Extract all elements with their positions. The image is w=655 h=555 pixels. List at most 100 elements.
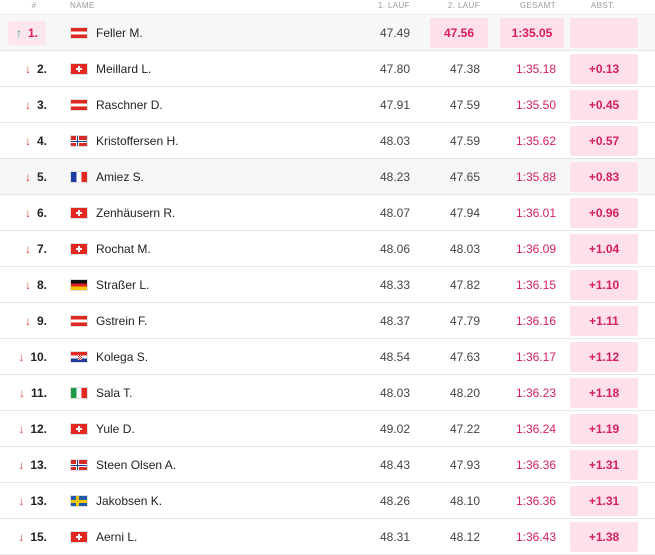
table-row[interactable]: ↓ 2. Meillard L. 47.80 47.38 1:35.18 +0.13 — [0, 51, 655, 87]
rank-cell: ↓ 4. — [0, 129, 47, 153]
total-time: 1:35.88 — [515, 170, 556, 184]
rank-cell: ↑ 1. — [8, 21, 46, 45]
rank-number: 3. — [36, 98, 47, 112]
table-row[interactable]: ↓ 15. Aerni L. 48.31 48.12 1:36.43 +1.38 — [0, 519, 655, 555]
arrow-down-icon: ↓ — [18, 458, 25, 472]
table-row[interactable]: ↓ 13. Steen Olsen A. 48.43 47.93 1:36.36 +1.31 — [0, 447, 655, 483]
table-row[interactable]: ↓ 10. Kolega S. 48.54 47.63 1:36.17 +1.12 — [0, 339, 655, 375]
athlete-name: Rochat M. — [96, 242, 151, 256]
rank-number: 2. — [36, 62, 47, 76]
gap-badge: +0.13 — [570, 54, 638, 84]
flag-aut-icon — [70, 315, 88, 327]
table-row[interactable]: ↓ 4. Kristoffersen H. 48.03 47.59 1:35.62 +0.5… — [0, 123, 655, 159]
table-row[interactable]: ↓ 7. Rochat M. 48.06 48.03 1:36.09 +1.04 — [0, 231, 655, 267]
total-time: 1:36.24 — [515, 422, 556, 436]
run2-time: 47.63 — [449, 350, 480, 364]
arrow-down-icon: ↓ — [18, 530, 25, 544]
gap-badge: +1.31 — [570, 450, 638, 480]
table-row[interactable]: ↓ 8. Straßer L. 48.33 47.82 1:36.15 +1.10 — [0, 267, 655, 303]
header-run2: 2. LAUF — [447, 1, 480, 10]
rank-cell: ↓ 5. — [0, 165, 47, 189]
arrow-down-icon: ↓ — [18, 350, 25, 364]
total-time: 1:36.15 — [515, 278, 556, 292]
table-row[interactable]: ↓ 5. Amiez S. 48.23 47.65 1:35.88 +0.83 — [0, 159, 655, 195]
rank-number: 8. — [36, 278, 47, 292]
table-row[interactable]: ↓ 11. Sala T. 48.03 48.20 1:36.23 +1.18 — [0, 375, 655, 411]
arrow-down-icon: ↓ — [24, 206, 31, 220]
run1-time: 48.26 — [379, 494, 410, 508]
run1-time: 48.37 — [379, 314, 410, 328]
total-time: 1:36.43 — [515, 530, 556, 544]
run2-time: 47.22 — [449, 422, 480, 436]
run1-time: 49.02 — [379, 422, 410, 436]
run1-time: 47.80 — [379, 62, 410, 76]
athlete-name: Kolega S. — [96, 350, 149, 364]
rank-cell: ↓ 3. — [0, 93, 47, 117]
arrow-down-icon: ↓ — [24, 134, 31, 148]
total-time: 1:35.18 — [515, 62, 556, 76]
athlete-name: Steen Olsen A. — [96, 458, 177, 472]
flag-fra-icon — [70, 171, 88, 183]
run2-time: 47.65 — [449, 170, 480, 184]
rank-number: 7. — [36, 242, 47, 256]
arrow-down-icon: ↓ — [24, 170, 31, 184]
rank-number: 12. — [30, 422, 47, 436]
rank-cell: ↓ 11. — [0, 381, 47, 405]
run2-time: 48.12 — [449, 530, 480, 544]
run2-time: 47.94 — [449, 206, 480, 220]
header-run1: 1. LAUF — [377, 1, 410, 10]
rank-cell: ↓ 2. — [0, 57, 47, 81]
total-time: 1:35.05 — [500, 18, 564, 48]
gap-badge: +0.96 — [570, 198, 638, 228]
arrow-down-icon: ↓ — [18, 386, 25, 400]
table-row[interactable]: ↓ 3. Raschner D. 47.91 47.59 1:35.50 +0.45 — [0, 87, 655, 123]
run1-time: 48.43 — [379, 458, 410, 472]
run2-time: 47.79 — [449, 314, 480, 328]
total-time: 1:36.17 — [515, 350, 556, 364]
rank-number: 10. — [30, 350, 47, 364]
athlete-name: Gstrein F. — [96, 314, 148, 328]
rank-number: 11. — [30, 386, 47, 400]
flag-cro-icon — [70, 351, 88, 363]
table-row[interactable]: ↑ 1. Feller M. 47.49 47.56 1:35.05 — [0, 14, 655, 51]
run1-time: 48.23 — [379, 170, 410, 184]
athlete-name: Yule D. — [96, 422, 135, 436]
athlete-name: Zenhäusern R. — [96, 206, 176, 220]
athlete-name: Sala T. — [96, 386, 133, 400]
total-time: 1:35.50 — [515, 98, 556, 112]
athlete-name: Aerni L. — [96, 530, 138, 544]
flag-ger-icon — [70, 279, 88, 291]
arrow-down-icon: ↓ — [18, 494, 25, 508]
run2-time: 47.59 — [449, 134, 480, 148]
flag-nor-icon — [70, 459, 88, 471]
flag-sui-icon — [70, 207, 88, 219]
flag-swe-icon — [70, 495, 88, 507]
rank-cell: ↓ 15. — [0, 525, 47, 549]
run1-time: 48.03 — [379, 134, 410, 148]
total-time: 1:36.16 — [515, 314, 556, 328]
athlete-name: Jakobsen K. — [96, 494, 163, 508]
run2-time: 47.59 — [449, 98, 480, 112]
run1-time: 48.33 — [379, 278, 410, 292]
gap-badge: +1.12 — [570, 342, 638, 372]
rank-number: 6. — [36, 206, 47, 220]
run2-time: 47.82 — [449, 278, 480, 292]
table-row[interactable]: ↓ 9. Gstrein F. 48.37 47.79 1:36.16 +1.11 — [0, 303, 655, 339]
flag-nor-icon — [70, 135, 88, 147]
table-row[interactable]: ↓ 6. Zenhäusern R. 48.07 47.94 1:36.01 +0.96 — [0, 195, 655, 231]
table-body: ↑ 1. Feller M. 47.49 47.56 1:35.05 ↓ 2. Meillard… — [0, 14, 655, 555]
rank-number: 13. — [30, 494, 47, 508]
flag-sui-icon — [70, 243, 88, 255]
athlete-name: Meillard L. — [96, 62, 152, 76]
table-header: # NAME 1. LAUF 2. LAUF GESAMT ABST. — [0, 0, 655, 14]
table-row[interactable]: ↓ 13. Jakobsen K. 48.26 48.10 1:36.36 +1.31 — [0, 483, 655, 519]
gap-badge: +1.11 — [570, 306, 638, 336]
run1-time: 48.06 — [379, 242, 410, 256]
table-row[interactable]: ↓ 12. Yule D. 49.02 47.22 1:36.24 +1.19 — [0, 411, 655, 447]
run2-time: 47.93 — [449, 458, 480, 472]
total-time: 1:36.36 — [515, 494, 556, 508]
header-gap: ABST. — [590, 1, 616, 10]
rank-number: 9. — [36, 314, 47, 328]
rank-number: 1. — [27, 26, 38, 40]
